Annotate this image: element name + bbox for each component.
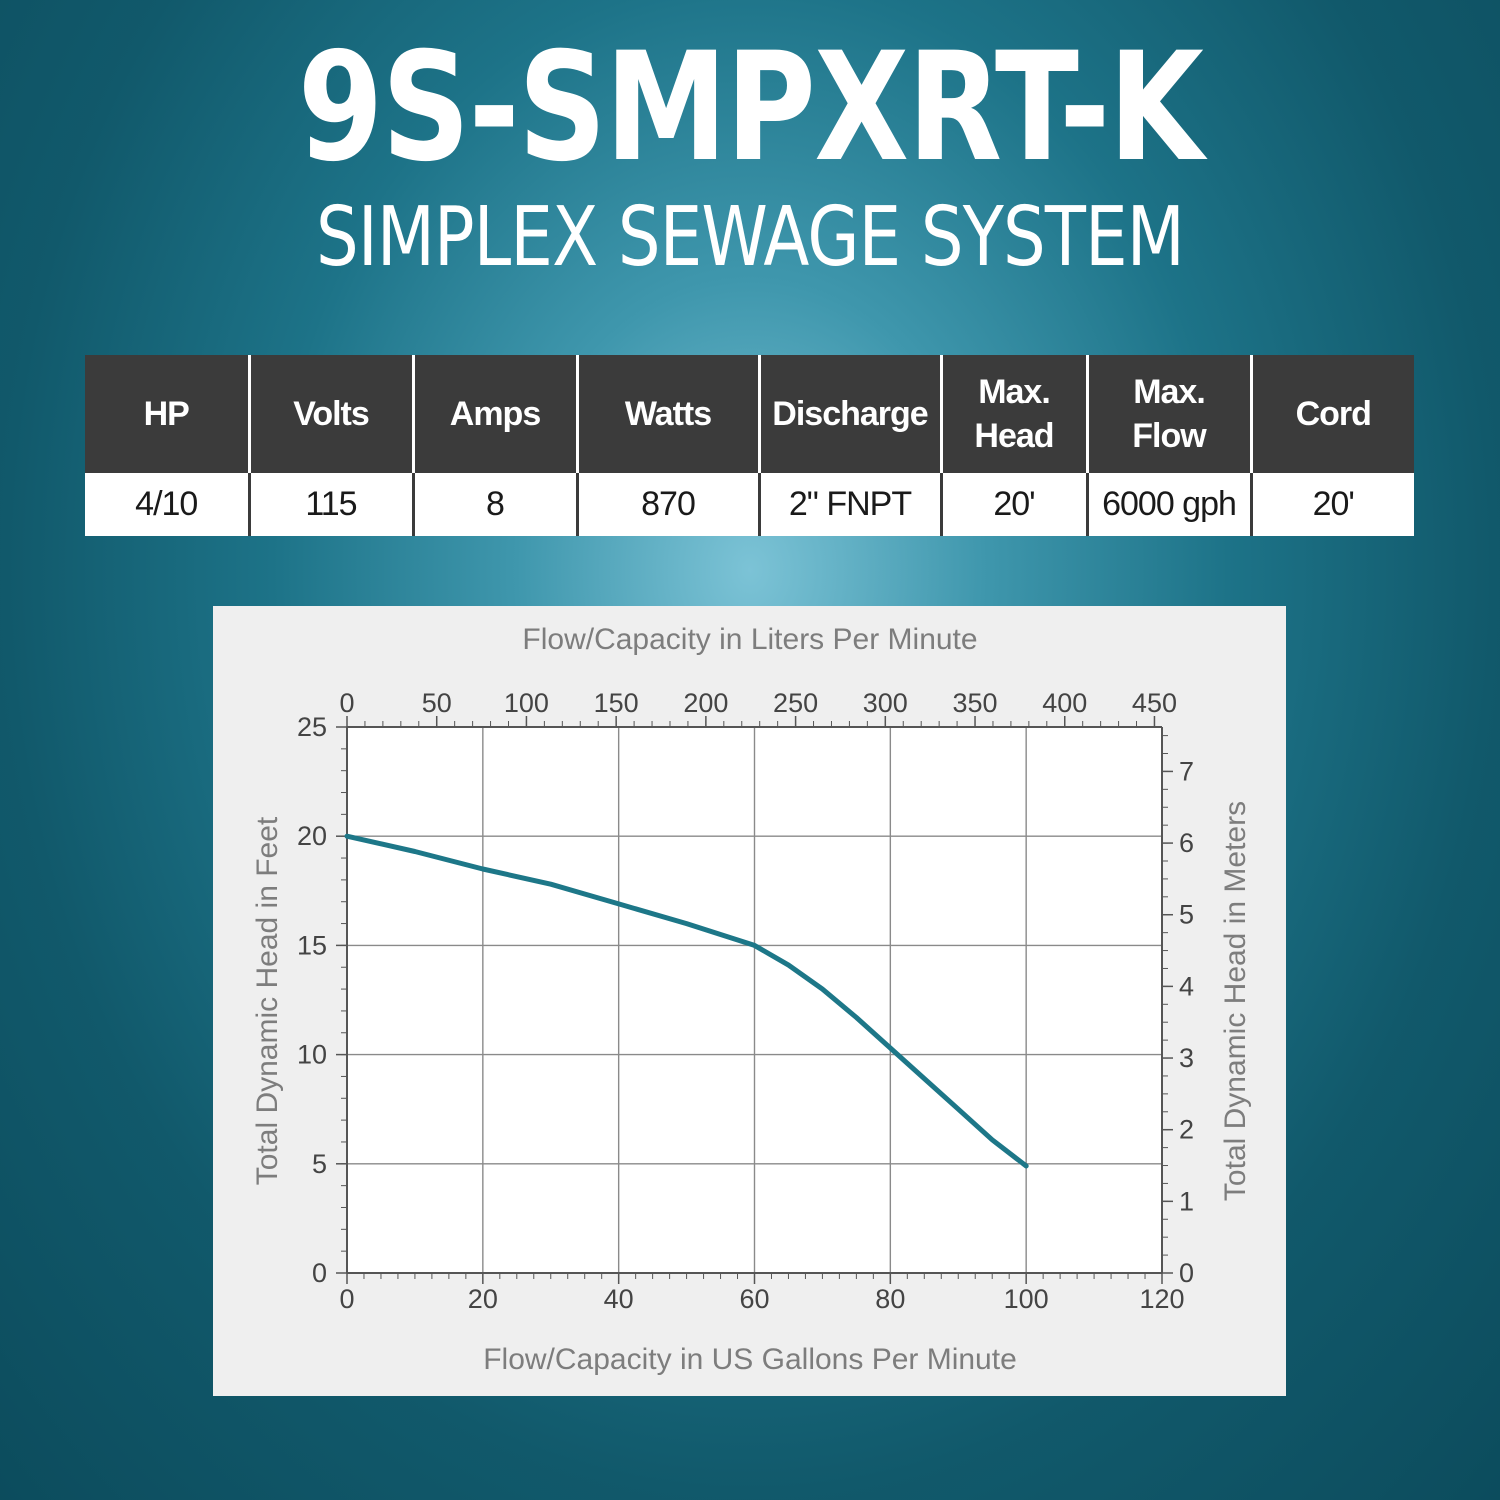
x2-tick-label: 150 xyxy=(594,688,639,718)
spec-header-cord: Cord xyxy=(1251,355,1414,473)
spec-header-amps: Amps xyxy=(413,355,579,473)
model-title: 9S-SMPXRT-K xyxy=(297,21,1204,195)
top-axis-title: Flow/Capacity in Liters Per Minute xyxy=(522,623,977,656)
pump-curve-chart: Flow/Capacity in Liters Per Minute Flow/… xyxy=(213,606,1286,1396)
x2-tick-label: 0 xyxy=(339,688,354,718)
spec-value-amps: 8 xyxy=(413,473,579,536)
y2-tick-label: 6 xyxy=(1179,828,1194,858)
spec-value-max-flow: 6000 gph xyxy=(1087,473,1253,536)
y2-tick-label: 5 xyxy=(1179,900,1194,930)
spec-value-hp: 4/10 xyxy=(85,473,251,536)
y-tick-label: 0 xyxy=(312,1258,327,1288)
left-axis-title: Total Dynamic Head in Feet xyxy=(251,816,284,1185)
spec-header-discharge: Discharge xyxy=(759,355,943,473)
y2-tick-label: 7 xyxy=(1179,756,1194,786)
spec-header-max-head: Max. Head xyxy=(941,355,1089,473)
x-tick-label: 0 xyxy=(339,1284,354,1314)
x2-tick-label: 400 xyxy=(1042,688,1087,718)
x2-tick-label: 350 xyxy=(952,688,997,718)
y-tick-label: 25 xyxy=(297,712,327,742)
x-tick-label: 60 xyxy=(739,1284,769,1314)
x-tick-label: 20 xyxy=(468,1284,498,1314)
x-tick-label: 100 xyxy=(1004,1284,1049,1314)
y2-tick-label: 4 xyxy=(1179,971,1194,1001)
y2-tick-label: 3 xyxy=(1179,1043,1194,1073)
pump-curve-svg: Flow/Capacity in Liters Per Minute Flow/… xyxy=(251,623,1252,1376)
y-tick-label: 10 xyxy=(297,1040,327,1070)
x-tick-label: 80 xyxy=(875,1284,905,1314)
spec-value-discharge: 2" FNPT xyxy=(759,473,943,536)
specs-table: HP Volts Amps Watts Discharge Max. Head … xyxy=(85,355,1414,536)
spec-value-volts: 115 xyxy=(249,473,415,536)
right-axis-title: Total Dynamic Head in Meters xyxy=(1219,801,1252,1201)
bottom-axis-title: Flow/Capacity in US Gallons Per Minute xyxy=(483,1343,1017,1376)
pump-curve-line xyxy=(344,833,1029,1169)
specs-value-row: 4/10 115 8 870 2" FNPT 20' 6000 gph 20' xyxy=(85,473,1414,536)
spec-value-max-head: 20' xyxy=(941,473,1089,536)
product-subtitle: SIMPLEX SEWAGE SYSTEM xyxy=(315,190,1185,285)
y2-tick-label: 0 xyxy=(1179,1258,1194,1288)
x2-tick-label: 250 xyxy=(773,688,818,718)
x2-tick-label: 450 xyxy=(1132,688,1177,718)
spec-header-max-flow: Max. Flow xyxy=(1087,355,1253,473)
spec-value-watts: 870 xyxy=(577,473,761,536)
spec-header-watts: Watts xyxy=(577,355,761,473)
y2-tick-label: 1 xyxy=(1179,1186,1194,1216)
y-tick-label: 15 xyxy=(297,930,327,960)
x2-tick-label: 50 xyxy=(422,688,452,718)
spec-header-hp: HP xyxy=(85,355,251,473)
y2-tick-label: 2 xyxy=(1179,1115,1194,1145)
x2-tick-label: 300 xyxy=(863,688,908,718)
x-tick-label: 120 xyxy=(1139,1284,1184,1314)
x2-tick-label: 200 xyxy=(683,688,728,718)
specs-header-row: HP Volts Amps Watts Discharge Max. Head … xyxy=(85,355,1414,473)
x-tick-label: 40 xyxy=(604,1284,634,1314)
y-tick-label: 20 xyxy=(297,821,327,851)
x2-tick-label: 100 xyxy=(504,688,549,718)
spec-header-volts: Volts xyxy=(249,355,415,473)
y-tick-label: 5 xyxy=(312,1149,327,1179)
spec-value-cord: 20' xyxy=(1251,473,1414,536)
